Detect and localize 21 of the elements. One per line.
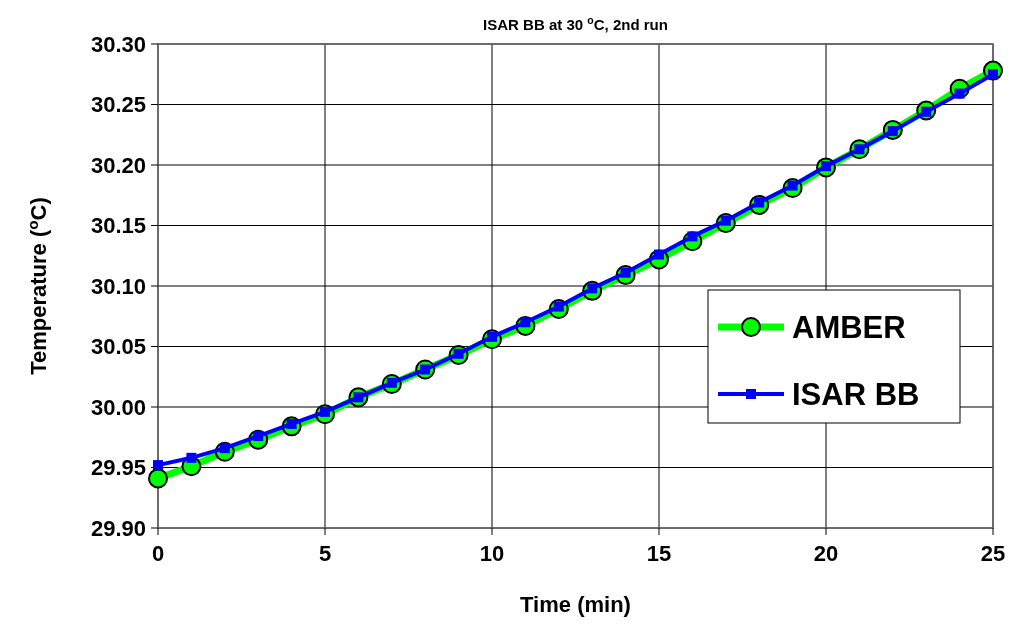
x-axis-title: Time (min) (520, 592, 631, 617)
y-tick-label: 29.90 (90, 515, 146, 541)
x-tick-label: 20 (813, 541, 839, 566)
y-tick-label: 30.15 (90, 213, 146, 239)
point (186, 452, 197, 463)
legend-label: AMBER (792, 309, 906, 345)
legend-label: ISAR BB (792, 376, 920, 412)
chart-title: ISAR BB at 30 $^{o}$C, 2nd run (483, 14, 668, 33)
y-tick-label: 29.95 (90, 455, 146, 481)
y-tick-label: 30.30 (90, 31, 146, 57)
y-tick-label: 30.20 (90, 152, 146, 178)
y-tick-label: 30.25 (90, 92, 146, 118)
x-tick-label: 15 (646, 541, 672, 566)
y-tick-label: 30.00 (90, 394, 146, 420)
x-tick-label: 0 (151, 541, 165, 566)
point (148, 468, 168, 489)
x-tick-label: 5 (318, 541, 332, 566)
x-tick-label: 25 (980, 541, 1006, 566)
x-tick-label: 10 (479, 541, 505, 566)
y-tick-label: 30.05 (90, 334, 146, 360)
y-tick-label: 30.10 (90, 273, 146, 299)
